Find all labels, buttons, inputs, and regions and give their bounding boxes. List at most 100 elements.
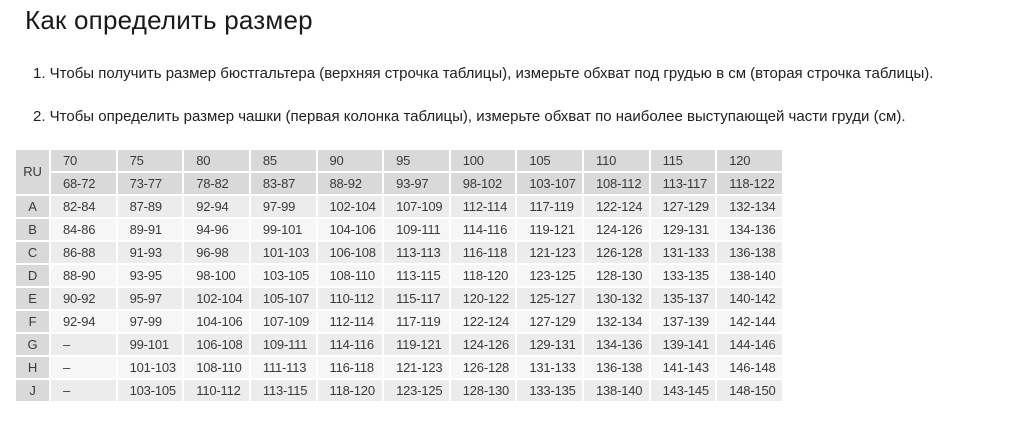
size-range-cell: 109-111 xyxy=(384,218,449,240)
size-range-cell: 104-106 xyxy=(184,310,249,332)
cup-label-cell: J xyxy=(16,379,49,401)
size-range-cell: 144-146 xyxy=(717,333,782,355)
cup-label-cell: F xyxy=(16,310,49,332)
size-range-cell: 102-104 xyxy=(317,195,383,217)
band-size-cell: 90 xyxy=(317,149,383,171)
size-range-cell: 119-121 xyxy=(384,333,449,355)
cup-label-cell: H xyxy=(16,356,49,378)
underbust-range-cell: 78-82 xyxy=(184,172,249,194)
size-range-cell: 103-105 xyxy=(250,264,316,286)
band-size-cell: 70 xyxy=(51,149,116,171)
size-range-cell: 97-99 xyxy=(117,310,183,332)
size-range-cell: 92-94 xyxy=(184,195,249,217)
band-size-cell: 105 xyxy=(517,149,582,171)
size-range-cell: 117-119 xyxy=(517,195,582,217)
size-range-cell: 129-131 xyxy=(650,218,716,240)
size-range-cell: 124-126 xyxy=(450,333,516,355)
size-range-cell: 88-90 xyxy=(51,264,116,286)
size-range-cell: 134-136 xyxy=(717,218,782,240)
size-range-cell: 115-117 xyxy=(384,287,449,309)
size-range-cell: 126-128 xyxy=(584,241,649,263)
size-range-cell: 142-144 xyxy=(717,310,782,332)
size-range-cell: 127-129 xyxy=(517,310,582,332)
size-range-cell: 120-122 xyxy=(450,287,516,309)
size-range-cell: 108-110 xyxy=(184,356,249,378)
size-range-cell: 132-134 xyxy=(717,195,782,217)
size-range-cell: 89-91 xyxy=(117,218,183,240)
instruction-band-size: 1. Чтобы получить размер бюстгальтера (в… xyxy=(33,64,934,82)
size-range-cell: 130-132 xyxy=(584,287,649,309)
size-range-cell: 86-88 xyxy=(51,241,116,263)
size-range-cell: 123-125 xyxy=(384,379,449,401)
size-range-cell: 143-145 xyxy=(650,379,716,401)
underbust-range-cell: 113-117 xyxy=(650,172,716,194)
size-range-cell: 99-101 xyxy=(250,218,316,240)
size-table-body: A 82-84 87-89 92-94 97-99 102-104 107-109 112-1… xyxy=(16,195,782,401)
size-range-cell: 118-120 xyxy=(450,264,516,286)
size-range-cell: 134-136 xyxy=(584,333,649,355)
size-range-cell: 95-97 xyxy=(117,287,183,309)
size-range-cell: 140-142 xyxy=(717,287,782,309)
size-range-cell: 99-101 xyxy=(117,333,183,355)
instruction-cup-size: 2. Чтобы определить размер чашки (первая… xyxy=(33,107,906,125)
size-range-cell: – xyxy=(51,379,116,401)
size-range-cell: 90-92 xyxy=(51,287,116,309)
cup-label-cell: A xyxy=(16,195,49,217)
size-range-cell: 128-130 xyxy=(450,379,516,401)
size-range-cell: 135-137 xyxy=(650,287,716,309)
size-range-cell: 113-113 xyxy=(384,241,449,263)
size-range-cell: 84-86 xyxy=(51,218,116,240)
corner-label-cell: RU xyxy=(16,149,49,194)
size-range-cell: 97-99 xyxy=(250,195,316,217)
size-range-cell: 127-129 xyxy=(650,195,716,217)
size-range-cell: 136-138 xyxy=(717,241,782,263)
size-range-cell: 141-143 xyxy=(650,356,716,378)
size-range-cell: 116-118 xyxy=(450,241,516,263)
size-range-cell: 133-135 xyxy=(517,379,582,401)
size-range-cell: 136-138 xyxy=(584,356,649,378)
size-range-cell: 105-107 xyxy=(250,287,316,309)
band-size-cell: 110 xyxy=(584,149,649,171)
size-range-cell: 123-125 xyxy=(517,264,582,286)
underbust-range-cell: 98-102 xyxy=(450,172,516,194)
size-range-cell: 112-114 xyxy=(450,195,516,217)
band-size-cell: 80 xyxy=(184,149,249,171)
size-range-cell: 108-110 xyxy=(317,264,383,286)
underbust-range-cell: 68-72 xyxy=(51,172,116,194)
underbust-range-cell: 103-107 xyxy=(517,172,582,194)
band-size-cell: 95 xyxy=(384,149,449,171)
size-range-cell: 122-124 xyxy=(584,195,649,217)
size-range-cell: 82-84 xyxy=(51,195,116,217)
size-range-cell: 146-148 xyxy=(717,356,782,378)
cup-label-cell: B xyxy=(16,218,49,240)
size-range-cell: 138-140 xyxy=(717,264,782,286)
size-range-cell: 124-126 xyxy=(584,218,649,240)
table-row: J –103-105 110-112 113-115 118-120 123-125 128… xyxy=(16,379,782,401)
table-row: F 92-94 97-99 104-106 107-109 112-114 117-119 1… xyxy=(16,310,782,332)
size-guide-page: Как определить размер 1. Чтобы получить … xyxy=(16,5,934,401)
size-range-cell: 121-123 xyxy=(517,241,582,263)
size-range-cell: 93-95 xyxy=(117,264,183,286)
size-range-cell: 101-103 xyxy=(117,356,183,378)
size-range-cell: 131-133 xyxy=(650,241,716,263)
size-range-cell: 103-105 xyxy=(117,379,183,401)
band-size-cell: 115 xyxy=(650,149,716,171)
size-range-cell: 121-123 xyxy=(384,356,449,378)
size-range-cell: 119-121 xyxy=(517,218,582,240)
table-row: H –101-103 108-110 111-113 116-118 121-123 126… xyxy=(16,356,782,378)
size-range-cell: 118-120 xyxy=(317,379,383,401)
size-table-header: RU 70 75 80 85 90 95 100 105 110 115 120 68-72 73-7… xyxy=(16,149,782,194)
size-range-cell: 104-106 xyxy=(317,218,383,240)
size-range-cell: 102-104 xyxy=(184,287,249,309)
size-range-cell: 87-89 xyxy=(117,195,183,217)
size-range-cell: – xyxy=(51,333,116,355)
size-range-cell: 122-124 xyxy=(450,310,516,332)
size-range-cell: 111-113 xyxy=(250,356,316,378)
cup-label-cell: E xyxy=(16,287,49,309)
size-range-cell: – xyxy=(51,356,116,378)
band-size-cell: 75 xyxy=(117,149,183,171)
size-range-cell: 96-98 xyxy=(184,241,249,263)
size-range-cell: 114-116 xyxy=(450,218,516,240)
underbust-range-cell: 88-92 xyxy=(317,172,383,194)
size-range-cell: 132-134 xyxy=(584,310,649,332)
